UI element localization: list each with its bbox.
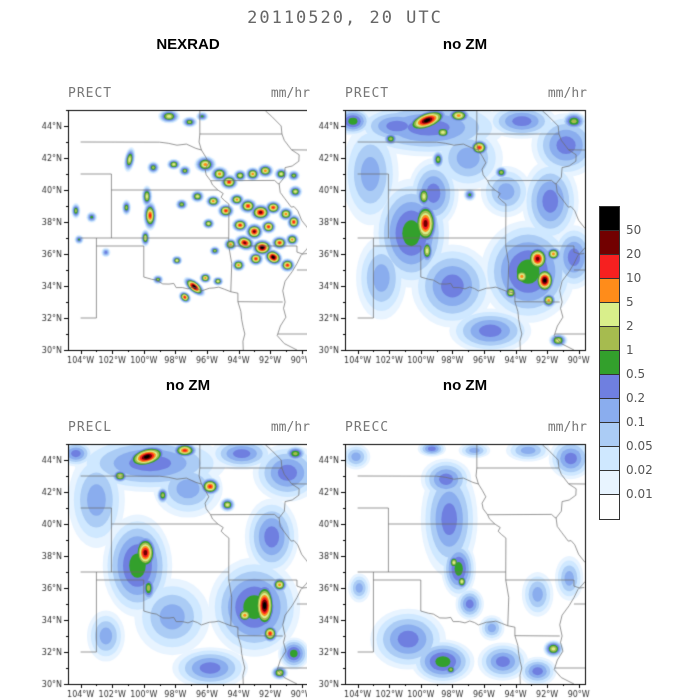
colorbar-segment bbox=[600, 327, 619, 351]
colorbar-tick-label: 0.5 bbox=[626, 367, 646, 381]
panel-units-label: mm/hr bbox=[270, 86, 310, 101]
map-panel-nexrad: PRECT mm/hr bbox=[30, 86, 315, 367]
colorbar-segment bbox=[600, 375, 619, 399]
colorbar-tick-label: 50 bbox=[626, 223, 642, 237]
colorbar-tick-label: 0.1 bbox=[626, 415, 646, 429]
panel-units-label: mm/hr bbox=[547, 86, 587, 101]
colorbar-tick-label: 0.05 bbox=[626, 439, 653, 453]
colorbar-segment bbox=[600, 351, 619, 375]
colorbar-tick-label: 20 bbox=[626, 247, 642, 261]
colorbar-segment bbox=[600, 495, 619, 519]
map-panel-nozm-prect: PRECT mm/hr bbox=[307, 86, 592, 367]
colorbar-segment bbox=[600, 303, 619, 327]
colorbar-labels: 50 20 10 5 2 1 0.5 0.2 0.1 0.05 0.02 0.01 bbox=[626, 206, 670, 522]
colorbar-segment bbox=[600, 399, 619, 423]
panel-header-nexrad: NEXRAD bbox=[156, 36, 220, 53]
colorbar-segment bbox=[600, 423, 619, 447]
colorbar-tick-label: 2 bbox=[626, 319, 634, 333]
panel-units-label: mm/hr bbox=[547, 420, 587, 435]
colorbar-segment bbox=[600, 279, 619, 303]
map-panel-nozm-precc: PRECC mm/hr bbox=[307, 420, 592, 700]
colorbar-tick-label: 5 bbox=[626, 295, 634, 309]
colorbar-tick-label: 10 bbox=[626, 271, 642, 285]
colorbar bbox=[599, 206, 620, 520]
colorbar-segment bbox=[600, 471, 619, 495]
panel-header-nozm-precl: no ZM bbox=[165, 377, 211, 394]
colorbar-segment bbox=[600, 255, 619, 279]
colorbar-segment bbox=[600, 231, 619, 255]
precip-map-canvas bbox=[30, 104, 315, 366]
colorbar-segment bbox=[600, 207, 619, 231]
panel-variable-label: PRECL bbox=[68, 420, 113, 435]
colorbar-tick-label: 0.02 bbox=[626, 463, 653, 477]
map-panel-nozm-precl: PRECL mm/hr bbox=[30, 420, 315, 700]
figure-title: 20110520, 20 UTC bbox=[247, 8, 443, 28]
colorbar-tick-label: 0.01 bbox=[626, 487, 653, 501]
colorbar-tick-label: 1 bbox=[626, 343, 634, 357]
colorbar-tick-label: 0.2 bbox=[626, 391, 646, 405]
panel-units-label: mm/hr bbox=[270, 420, 310, 435]
precip-map-canvas bbox=[307, 438, 592, 700]
panel-header-nozm-prect: no ZM bbox=[442, 36, 488, 53]
precip-map-canvas bbox=[30, 438, 315, 700]
precip-map-canvas bbox=[307, 104, 592, 366]
panel-header-nozm-precc: no ZM bbox=[442, 377, 488, 394]
panel-variable-label: PRECC bbox=[345, 420, 390, 435]
panel-variable-label: PRECT bbox=[68, 86, 113, 101]
colorbar-segment bbox=[600, 447, 619, 471]
panel-variable-label: PRECT bbox=[345, 86, 390, 101]
